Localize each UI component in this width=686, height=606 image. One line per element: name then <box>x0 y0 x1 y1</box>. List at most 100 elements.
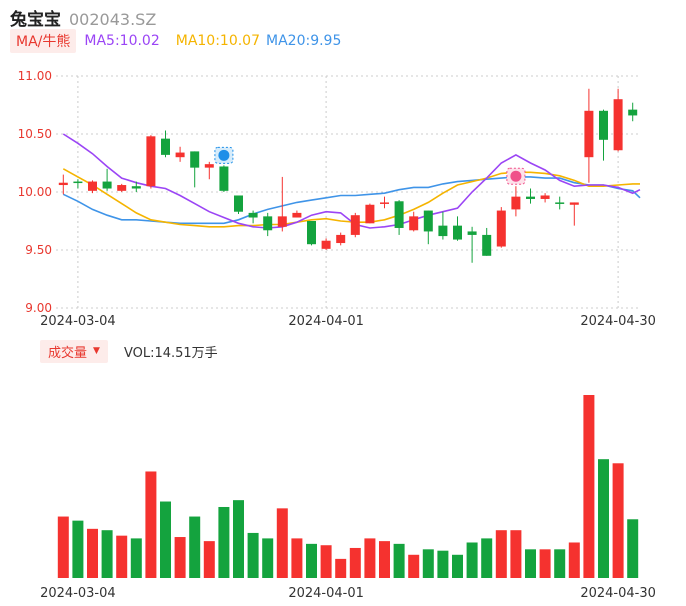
candle-body <box>423 210 433 232</box>
candle-body <box>526 196 535 199</box>
volume-bar <box>306 543 317 578</box>
y-tick-label: 10.50 <box>18 127 52 141</box>
candle-body <box>380 202 389 204</box>
candle-body <box>350 215 360 235</box>
candle-body <box>263 216 273 231</box>
volume-bar <box>276 508 288 578</box>
stock-name: 兔宝宝 <box>10 10 61 30</box>
candle-body <box>599 110 608 140</box>
candle-body <box>117 185 127 191</box>
volume-bar <box>160 501 171 578</box>
candle-body <box>511 196 521 210</box>
ma10-label: MA10:10.07 <box>175 33 261 49</box>
candle-body <box>365 204 375 224</box>
candle-body <box>569 202 579 205</box>
candle-body <box>219 166 229 191</box>
candle-body <box>613 99 623 151</box>
volume-bar <box>364 538 376 578</box>
volume-date-label: 2024-03-04 <box>40 586 116 601</box>
bull-icon-glyph <box>218 149 230 161</box>
volume-bar <box>481 538 493 578</box>
candle-body <box>482 234 492 256</box>
candle-body <box>292 212 302 218</box>
candle-body <box>58 182 68 186</box>
volume-bar <box>539 549 551 578</box>
volume-bar <box>408 554 420 578</box>
volume-dropdown-label: 成交量 <box>48 345 88 361</box>
candle-body <box>73 181 83 184</box>
volume-bar <box>203 541 215 578</box>
volume-bar <box>495 530 507 578</box>
ma-indicator-bar: MA/牛熊 MA5:10.02 MA10:10.07 MA20:9.95 <box>10 29 347 53</box>
ma-mode-toggle[interactable]: MA/牛熊 <box>10 29 77 53</box>
candle-body <box>438 225 448 237</box>
candle-body <box>102 181 112 189</box>
volume-bar <box>612 463 624 578</box>
volume-bar <box>87 528 98 578</box>
ma5-label: MA5:10.02 <box>84 33 160 49</box>
candle-body <box>190 151 200 168</box>
candle-body <box>161 138 170 155</box>
stock-code: 002043.SZ <box>69 10 157 29</box>
volume-bar <box>568 542 580 578</box>
candle-body <box>146 136 156 187</box>
volume-bar <box>379 541 390 578</box>
stock-header: 兔宝宝 002043.SZ <box>10 5 157 30</box>
candle-body <box>88 181 97 191</box>
volume-bar <box>393 543 405 578</box>
candle-body <box>540 195 550 199</box>
volume-bar <box>57 516 69 578</box>
y-tick-label: 10.00 <box>18 185 52 199</box>
volume-bar <box>233 500 244 578</box>
candle-body <box>248 212 258 218</box>
y-tick-label: 11.00 <box>18 69 52 83</box>
volume-bar <box>583 395 595 578</box>
volume-bar <box>130 538 142 578</box>
volume-bar <box>554 549 566 578</box>
price-date-label: 2024-04-30 <box>580 314 656 329</box>
y-tick-label: 9.00 <box>25 301 52 315</box>
volume-bar <box>335 558 347 578</box>
volume-bar <box>218 506 230 578</box>
candle-body <box>336 234 346 244</box>
volume-bar <box>525 549 536 578</box>
volume-bar <box>627 519 639 578</box>
volume-bar <box>189 516 201 578</box>
volume-bar <box>145 471 157 578</box>
volume-value: VOL:14.51万手 <box>123 345 218 361</box>
candle-body <box>555 202 565 204</box>
candle-body <box>307 221 316 245</box>
volume-bar <box>422 549 434 578</box>
candle-body <box>204 164 214 168</box>
volume-date-label: 2024-04-01 <box>288 586 364 601</box>
price-date-label: 2024-04-01 <box>288 314 364 329</box>
candle-body <box>584 110 594 158</box>
candle-body <box>628 109 638 116</box>
candle-body <box>131 186 141 189</box>
candle-body <box>467 231 477 235</box>
candle-body <box>321 240 331 249</box>
candle-body <box>394 201 404 228</box>
candle-body <box>453 225 462 240</box>
y-tick-label: 9.50 <box>25 243 52 257</box>
volume-bar <box>116 535 128 578</box>
ma20-label: MA20:9.95 <box>266 33 342 49</box>
volume-bar <box>452 554 463 578</box>
volume-date-label: 2024-04-30 <box>580 586 656 601</box>
caret-down-icon: ▼ <box>93 346 100 356</box>
candle-body <box>234 195 243 212</box>
volume-bar <box>174 537 186 578</box>
cow-icon-glyph <box>510 170 522 182</box>
volume-bar <box>320 545 332 578</box>
volume-indicator-bar: 成交量 ▼ VOL:14.51万手 <box>40 339 218 363</box>
volume-bar <box>72 520 84 578</box>
volume-bar <box>262 538 274 578</box>
volume-indicator-dropdown[interactable]: 成交量 ▼ <box>40 339 108 363</box>
candle-body <box>175 152 185 158</box>
volume-bar <box>598 459 609 578</box>
candle-body <box>409 216 419 231</box>
candle-body <box>496 210 506 247</box>
volume-bar <box>466 542 478 578</box>
volume-bar <box>101 530 113 578</box>
